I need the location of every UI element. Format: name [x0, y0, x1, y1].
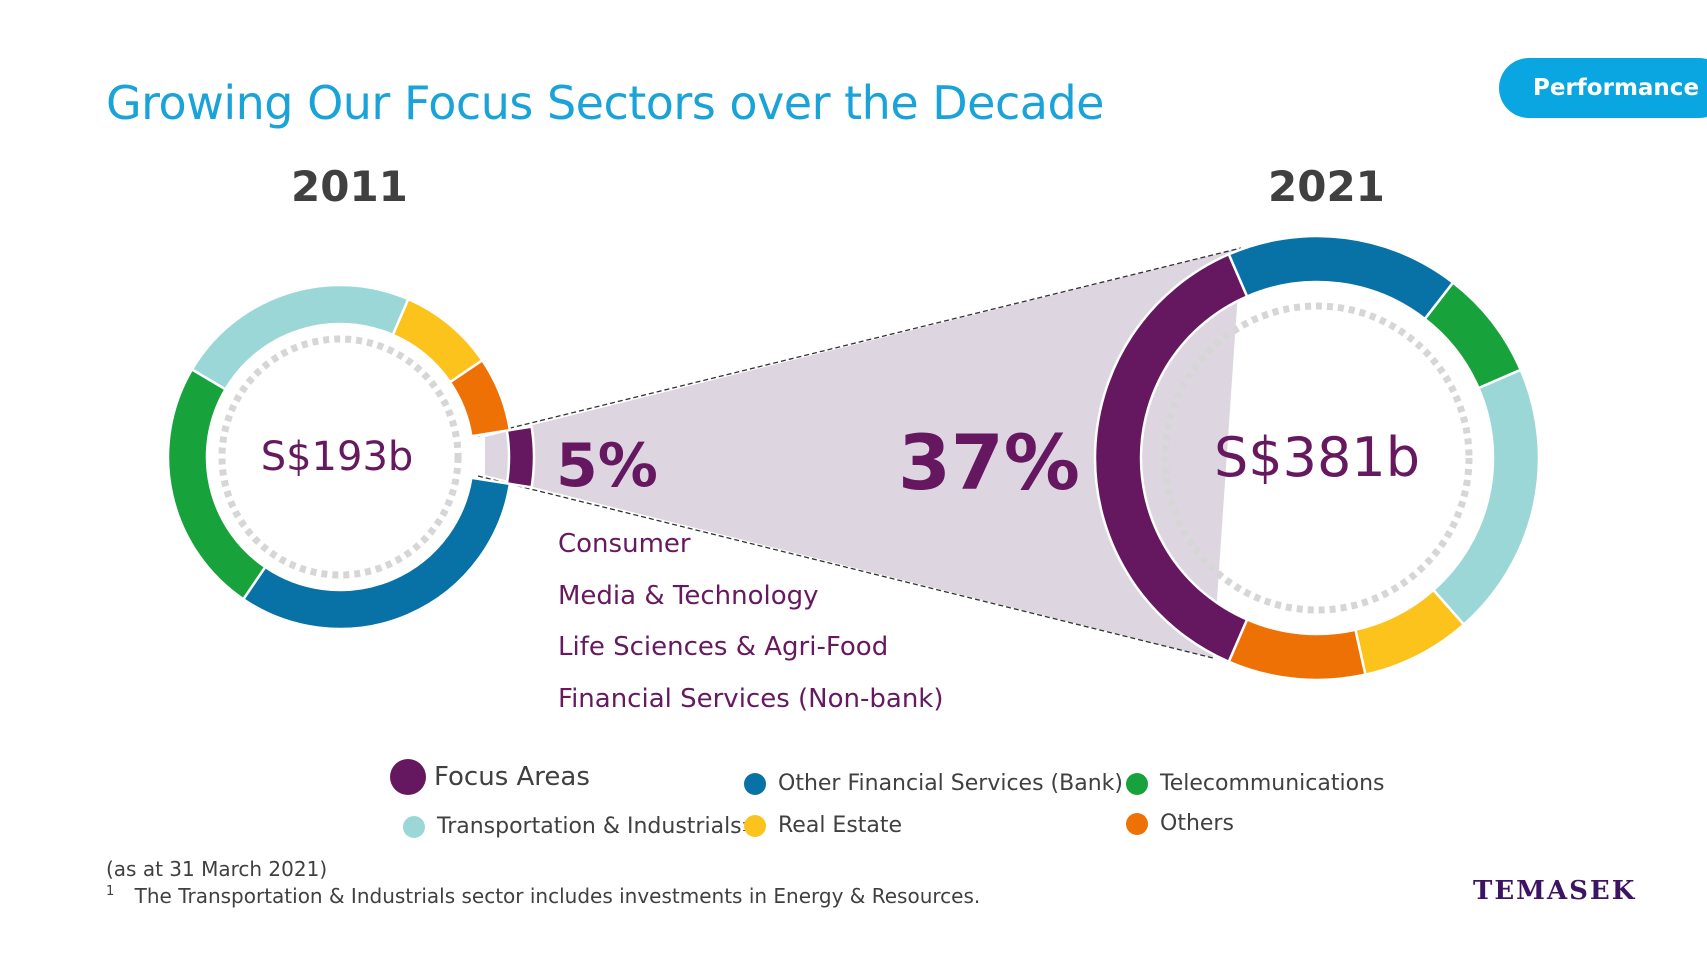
slice-other-financial-services-bank [241, 476, 512, 631]
legend-transport-label: Transportation & Industrials [437, 814, 742, 839]
slice-others [1227, 617, 1367, 682]
year-2021-label: 2021 [1268, 162, 1385, 211]
legend-telecom-label: Telecommunications [1160, 771, 1385, 796]
slice-focus-areas [505, 425, 536, 489]
slice-transportation-industrials [190, 283, 410, 392]
legend-real-estate-label: Real Estate [778, 813, 903, 838]
slice-transportation-industrials [1431, 368, 1541, 627]
section-tag: Performance [1499, 58, 1707, 118]
inner-dotted-ring-2011 [218, 335, 462, 579]
slice-telecommunications [166, 367, 267, 601]
legend-focus-marker [390, 759, 426, 795]
page-title: Growing Our Focus Sectors over the Decad… [106, 76, 1104, 130]
legend-real-estate-marker [744, 814, 766, 837]
footnote-marker: 1 [106, 884, 115, 899]
legend-real-estate: Real Estate [744, 813, 902, 838]
center-label-2021: S$381b [1214, 426, 1420, 489]
legend-transport-marker [403, 815, 425, 838]
legend-others: Others [1126, 811, 1234, 836]
focus-sector-consumer: Consumer [558, 529, 691, 559]
legend-others-marker [1126, 812, 1148, 835]
center-label-2011: S$193b [261, 434, 414, 480]
footnote-date: (as at 31 March 2021) [106, 857, 328, 881]
legend-telecom-marker [1126, 772, 1148, 795]
footnote-text: The Transportation & Industrials sector … [134, 884, 981, 908]
legend-bank-marker [744, 772, 766, 795]
year-2011-label: 2011 [291, 162, 408, 211]
focus-sector-life-sciences: Life Sciences & Agri-Food [558, 632, 889, 662]
focus-sector-financial: Financial Services (Non-bank) [558, 684, 944, 714]
highlight-label-2011: 5% [556, 431, 658, 501]
legend-focus: Focus Areas [390, 759, 590, 795]
wedge-edge-top [477, 247, 1242, 437]
legend-bank: Other Financial Services (Bank) [744, 771, 1123, 796]
legend-focus-label: Focus Areas [434, 762, 590, 792]
inner-dotted-ring-2021 [1161, 302, 1473, 614]
wedge-edge-bottom [477, 475, 1214, 659]
slice-others [448, 358, 512, 438]
donut-2011 [166, 283, 536, 631]
legend-bank-label: Other Financial Services (Bank) [778, 771, 1123, 796]
legend-transport: Transportation & Industrials1 [403, 814, 749, 839]
focus-sector-media-tech: Media & Technology [558, 581, 819, 611]
footnote-1: 1 The Transportation & Industrials secto… [106, 884, 980, 908]
donut-2021 [1093, 234, 1541, 682]
temasek-logo: TEMASEK [1473, 876, 1637, 906]
highlight-label-2021: 37% [898, 418, 1080, 507]
legend-telecom: Telecommunications [1126, 771, 1384, 796]
legend-others-label: Others [1160, 811, 1234, 836]
zoom-wedge [485, 248, 1241, 658]
